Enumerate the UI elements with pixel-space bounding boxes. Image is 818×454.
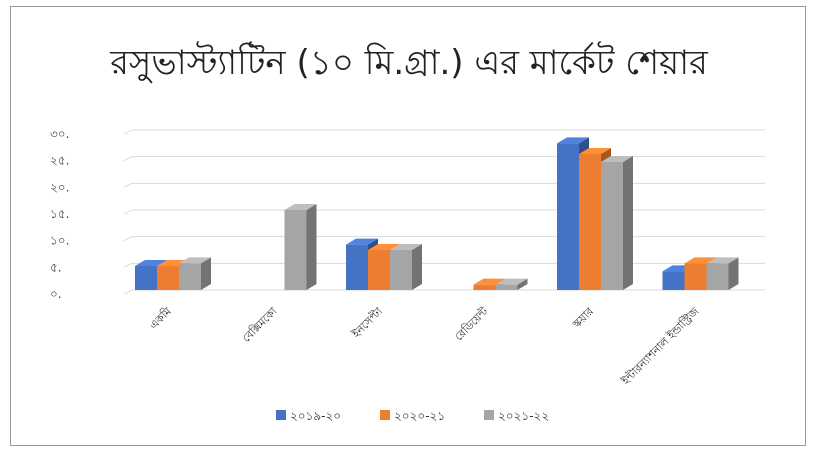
- gridlines: [123, 129, 765, 295]
- gridline: [123, 209, 765, 215]
- category-labels: একমি বেক্সিমকো ইনসেপ্টা রেডিয়েন্ট স্কয়ার ইন…: [147, 304, 702, 388]
- legend-swatch: [484, 410, 494, 420]
- gridline: [123, 262, 765, 268]
- category-label: বেক্সিমকো: [240, 304, 280, 344]
- bars: [135, 137, 739, 290]
- gridline: [123, 182, 765, 188]
- y-tick-label: ৩০.: [50, 127, 69, 141]
- legend-swatch: [276, 410, 286, 420]
- gridline: [123, 156, 765, 162]
- legend-label: ২০২১-২২: [498, 409, 549, 423]
- y-tick-label: ২০.: [50, 180, 69, 194]
- bar: [284, 204, 317, 290]
- bar: [390, 244, 422, 290]
- legend: ২০১৯-২০ ২০২০-২১ ২০২১-২২: [276, 409, 549, 423]
- legend-swatch: [380, 410, 390, 420]
- bar: [495, 278, 528, 290]
- gridline: [123, 289, 765, 295]
- bar: [179, 257, 211, 290]
- category-label: ইন্টারন্যাশনাল ইন্ডাস্ট্রিজ: [619, 305, 702, 388]
- y-tick-label: ১৫.: [50, 207, 69, 221]
- chart-frame: রসুভাস্ট্যাটিন (১০ মি.গ্রা.) এর মার্কেট …: [10, 6, 806, 446]
- y-axis-ticks: ০. ৫. ১০. ১৫. ২০. ২৫. ৩০.: [50, 127, 69, 301]
- gridline: [123, 129, 765, 135]
- gridline: [123, 236, 765, 242]
- category-label: ইনসেপ্টা: [349, 304, 386, 341]
- legend-label: ২০১৯-২০: [290, 409, 341, 423]
- legend-item: ২০১৯-২০: [276, 409, 341, 423]
- category-label: রেডিয়েন্ট: [452, 305, 491, 344]
- y-tick-label: ০.: [50, 287, 62, 301]
- category-label: একমি: [147, 304, 175, 332]
- y-tick-label: ২৫.: [50, 154, 69, 168]
- bar: [706, 257, 739, 290]
- legend-item: ২০২০-২১: [380, 409, 445, 423]
- chart-title: রসুভাস্ট্যাটিন (১০ মি.গ্রা.) এর মার্কেট …: [110, 43, 708, 83]
- y-tick-label: ৫.: [50, 260, 62, 274]
- legend-label: ২০২০-২১: [394, 409, 445, 423]
- bar: [601, 156, 633, 290]
- category-label: স্কয়ার: [569, 304, 596, 331]
- legend-item: ২০২১-২২: [484, 409, 549, 423]
- y-tick-label: ১০.: [50, 234, 69, 248]
